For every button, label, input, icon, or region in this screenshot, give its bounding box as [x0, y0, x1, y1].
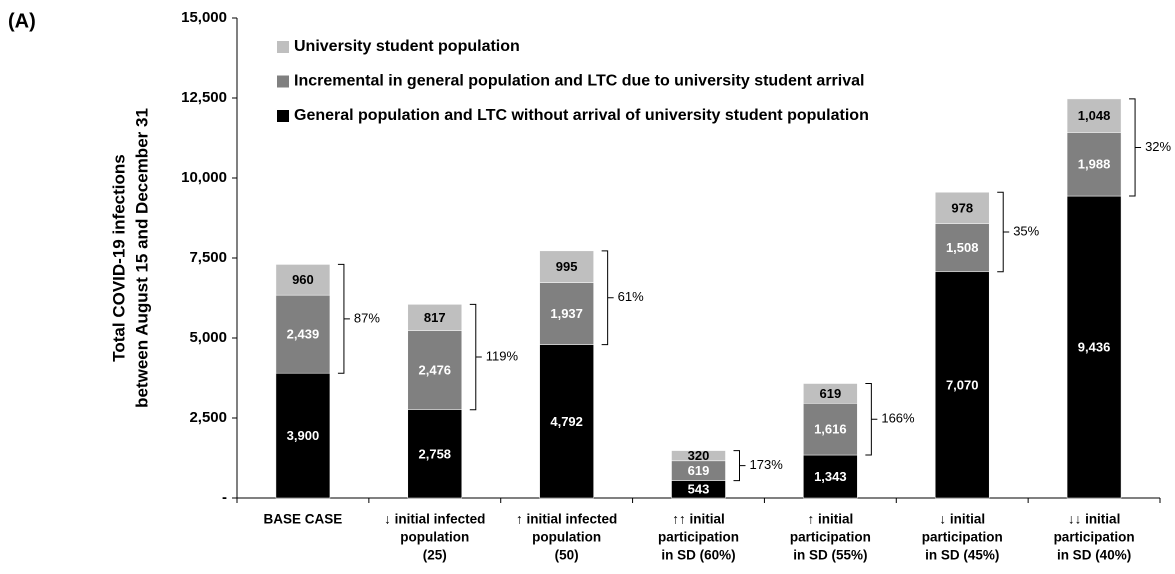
bar-segment: [803, 454, 858, 499]
data-label: 3,900: [287, 428, 320, 443]
bar-segment: [1066, 98, 1122, 133]
bracket: [733, 450, 746, 482]
x-tick-label: participation: [658, 530, 739, 545]
legend-label: University student population: [294, 38, 520, 55]
x-tick-label: participation: [1054, 530, 1135, 545]
x-tick-label: ↑ initial infected: [516, 512, 617, 527]
data-label: 2,758: [419, 446, 452, 461]
y-axis-label: Total COVID-19 infections: [109, 154, 128, 362]
bracket: [601, 250, 614, 346]
x-tick-label: population: [400, 530, 469, 545]
bar-segment: [275, 372, 331, 499]
y-tick-label: 10,000: [181, 169, 227, 186]
y-tick-label: -: [222, 489, 227, 506]
data-label: 1,343: [814, 469, 847, 484]
x-tick-label: in SD (55%): [793, 548, 867, 563]
bracket: [337, 263, 350, 374]
bracket-label: 166%: [881, 411, 915, 426]
data-label: 7,070: [946, 377, 979, 392]
bracket-label: 35%: [1013, 223, 1039, 238]
bar-segment: [539, 282, 594, 345]
data-label: 1,988: [1078, 157, 1111, 172]
bar-segment: [407, 304, 463, 331]
x-tick-label: in SD (40%): [1057, 548, 1131, 563]
data-label: 1,048: [1078, 108, 1111, 123]
bracket-label: 119%: [486, 348, 519, 363]
data-label: 978: [951, 200, 973, 215]
x-tick-label: (25): [423, 548, 447, 563]
bracket-label: 32%: [1145, 139, 1171, 154]
data-label: 619: [688, 463, 710, 478]
bracket-label: 173%: [750, 457, 784, 472]
data-label: 543: [688, 482, 710, 497]
legend-swatch: [277, 41, 289, 53]
legend-swatch: [277, 110, 289, 122]
x-tick-label: participation: [922, 530, 1003, 545]
bar-segment: [1066, 132, 1122, 197]
data-label: 960: [292, 272, 314, 287]
bracket: [997, 191, 1010, 273]
legend-label: Incremental in general population and LT…: [294, 73, 864, 90]
x-tick-label: ↑↑ initial: [672, 512, 725, 527]
x-tick-label: ↑ initial: [807, 512, 853, 527]
bar-segment: [275, 264, 331, 296]
data-label: 995: [556, 259, 578, 274]
x-tick-label: participation: [790, 530, 871, 545]
y-tick-label: 12,500: [181, 89, 227, 106]
x-tick-label: population: [532, 530, 601, 545]
bar-segment: [934, 191, 990, 224]
y-tick-label: 5,000: [189, 329, 227, 346]
bar-segment: [275, 294, 331, 374]
bar-segment: [1066, 195, 1122, 499]
x-tick-label: (50): [555, 548, 579, 563]
bracket: [1129, 98, 1142, 197]
data-label: 1,616: [814, 422, 847, 437]
y-tick-label: 7,500: [189, 249, 227, 266]
x-tick-label: ↓ initial: [939, 512, 985, 527]
bracket-label: 87%: [354, 310, 380, 325]
y-tick-label: 2,500: [189, 409, 227, 426]
data-label: 1,937: [550, 306, 583, 321]
x-tick-label: ↓ initial infected: [384, 512, 485, 527]
data-label: 320: [688, 448, 710, 463]
y-axis-label: between August 15 and December 31: [132, 108, 151, 408]
bar-segment: [539, 250, 594, 283]
panel-label: (A): [8, 10, 36, 32]
bar-segment: [934, 271, 990, 499]
x-tick-label: BASE CASE: [264, 512, 343, 527]
bracket: [469, 303, 482, 411]
legend-label: General population and LTC without arriv…: [294, 107, 869, 124]
legend-swatch: [277, 75, 289, 88]
bracket-label: 61%: [618, 289, 644, 304]
data-label: 619: [820, 386, 842, 401]
data-label: 817: [424, 310, 446, 325]
data-label: 9,436: [1078, 339, 1111, 354]
x-tick-label: in SD (45%): [925, 548, 999, 563]
bracket: [865, 383, 878, 456]
data-label: 2,439: [287, 327, 320, 342]
data-label: 4,792: [550, 414, 583, 429]
bar-segment: [803, 403, 858, 456]
data-label: 1,508: [946, 240, 979, 255]
x-tick-label: in SD (60%): [661, 548, 735, 563]
bar-segment: [407, 409, 463, 499]
bar-segment: [671, 450, 726, 462]
y-tick-label: 15,000: [181, 9, 227, 26]
x-tick-label: ↓↓ initial: [1068, 512, 1121, 527]
bar-segment: [407, 330, 463, 410]
bar-segment: [803, 383, 858, 404]
data-label: 2,476: [419, 363, 452, 378]
